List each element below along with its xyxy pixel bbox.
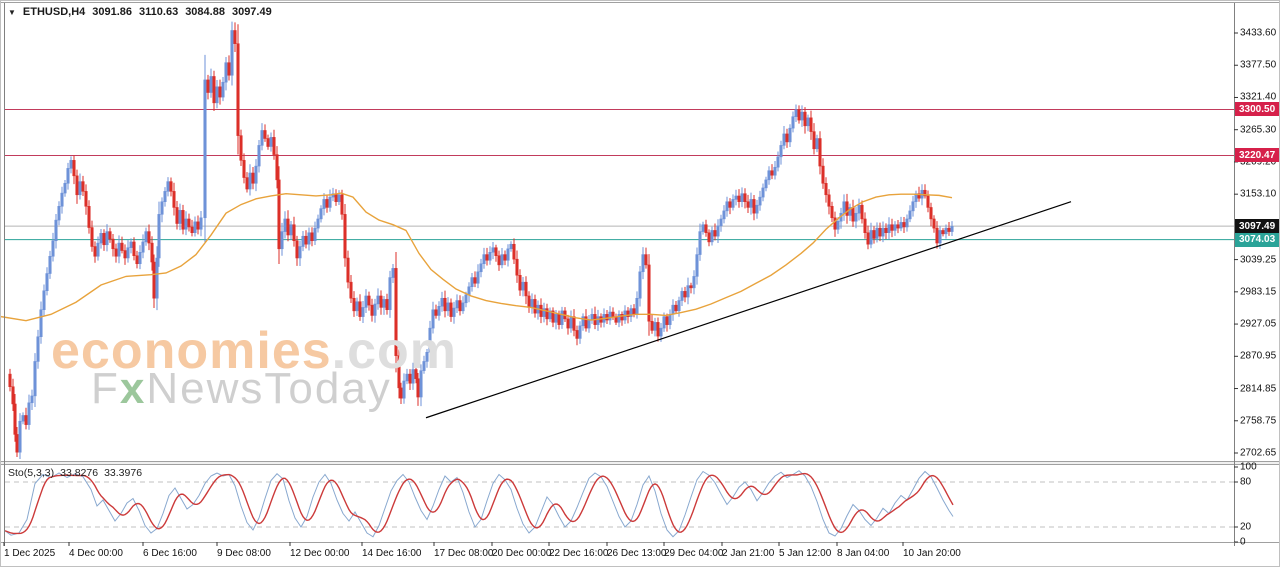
stochastic-value-d: 33.3976 (104, 467, 143, 479)
chart-title-bar: ▼ ETHUSD,H4 3091.86 3110.63 3084.88 3097… (8, 6, 272, 18)
price-axis-label: 3321.40 (1240, 91, 1277, 103)
sto-level-label-20: 20 (1240, 521, 1252, 533)
price-badge-3300.50: 3300.50 (1235, 102, 1279, 117)
price-badge-3097.49: 3097.49 (1235, 219, 1279, 234)
ohlc-close: 3097.49 (231, 6, 272, 18)
price-axis-label: 2702.65 (1240, 447, 1277, 459)
price-badge-3220.47: 3220.47 (1235, 148, 1279, 163)
time-axis-label: 2 Jan 21:00 (722, 548, 775, 559)
stochastic-label: Sto(5,3,3) 33.8276 33.3976 (8, 467, 142, 479)
time-axis-label: 9 Dec 08:00 (217, 548, 271, 559)
time-axis-label: 10 Jan 20:00 (903, 548, 961, 559)
price-axis-label: 2758.75 (1240, 415, 1277, 427)
sto-level-label-80: 80 (1240, 476, 1252, 488)
sto-level-lines (5, 481, 1234, 528)
price-axis-label: 2983.15 (1240, 286, 1277, 298)
stochastic-k-line (4, 470, 954, 538)
price-axis-label: 3039.25 (1240, 254, 1277, 266)
sto-level-label-0: 0 (1240, 536, 1246, 548)
price-axis-label: 2814.85 (1240, 383, 1277, 395)
time-axis-label: 20 Dec 00:00 (492, 548, 552, 559)
time-axis-label: 22 Dec 16:00 (549, 548, 609, 559)
stochastic-value-k: 33.8276 (60, 467, 99, 479)
time-axis-label: 4 Dec 00:00 (69, 548, 123, 559)
price-axis-label: 3433.60 (1240, 27, 1277, 39)
moving-average-line (1, 192, 953, 322)
time-axis-label: 14 Dec 16:00 (362, 548, 422, 559)
ohlc-high: 3110.63 (139, 6, 179, 18)
stochastic-d-line (4, 472, 954, 535)
price-axis-label: 3153.10 (1240, 188, 1277, 200)
trendline[interactable] (425, 201, 1072, 419)
symbol-dropdown-icon[interactable]: ▼ (8, 7, 16, 17)
price-axis-label: 3377.50 (1240, 59, 1277, 71)
time-axis-label: 1 Dec 2025 (4, 548, 56, 559)
sto-level-label-100: 100 (1240, 461, 1257, 473)
time-axis-label: 8 Jan 04:00 (837, 548, 890, 559)
price-badge-3074.03: 3074.03 (1235, 232, 1279, 247)
stochastic-name: Sto(5,3,3) (8, 467, 55, 479)
time-axis-label: 6 Dec 16:00 (143, 548, 197, 559)
chart-frame (1, 2, 1279, 546)
time-axis-label: 29 Dec 04:00 (664, 548, 724, 559)
time-axis-label: 5 Jan 12:00 (779, 548, 832, 559)
candles-series (8, 21, 954, 460)
ohlc-low: 3084.88 (185, 6, 225, 18)
symbol-period-label: ETHUSD,H4 (22, 6, 86, 18)
time-axis-label: 26 Dec 13:00 (607, 548, 667, 559)
price-axis-label: 2927.05 (1240, 318, 1277, 330)
time-axis-label: 12 Dec 00:00 (290, 548, 350, 559)
price-axis-label: 3265.30 (1240, 124, 1277, 136)
time-axis-label: 17 Dec 08:00 (434, 548, 494, 559)
panel-separator[interactable] (1, 461, 1280, 465)
price-axis-label: 2870.95 (1240, 350, 1277, 362)
ohlc-open: 3091.86 (92, 6, 133, 18)
